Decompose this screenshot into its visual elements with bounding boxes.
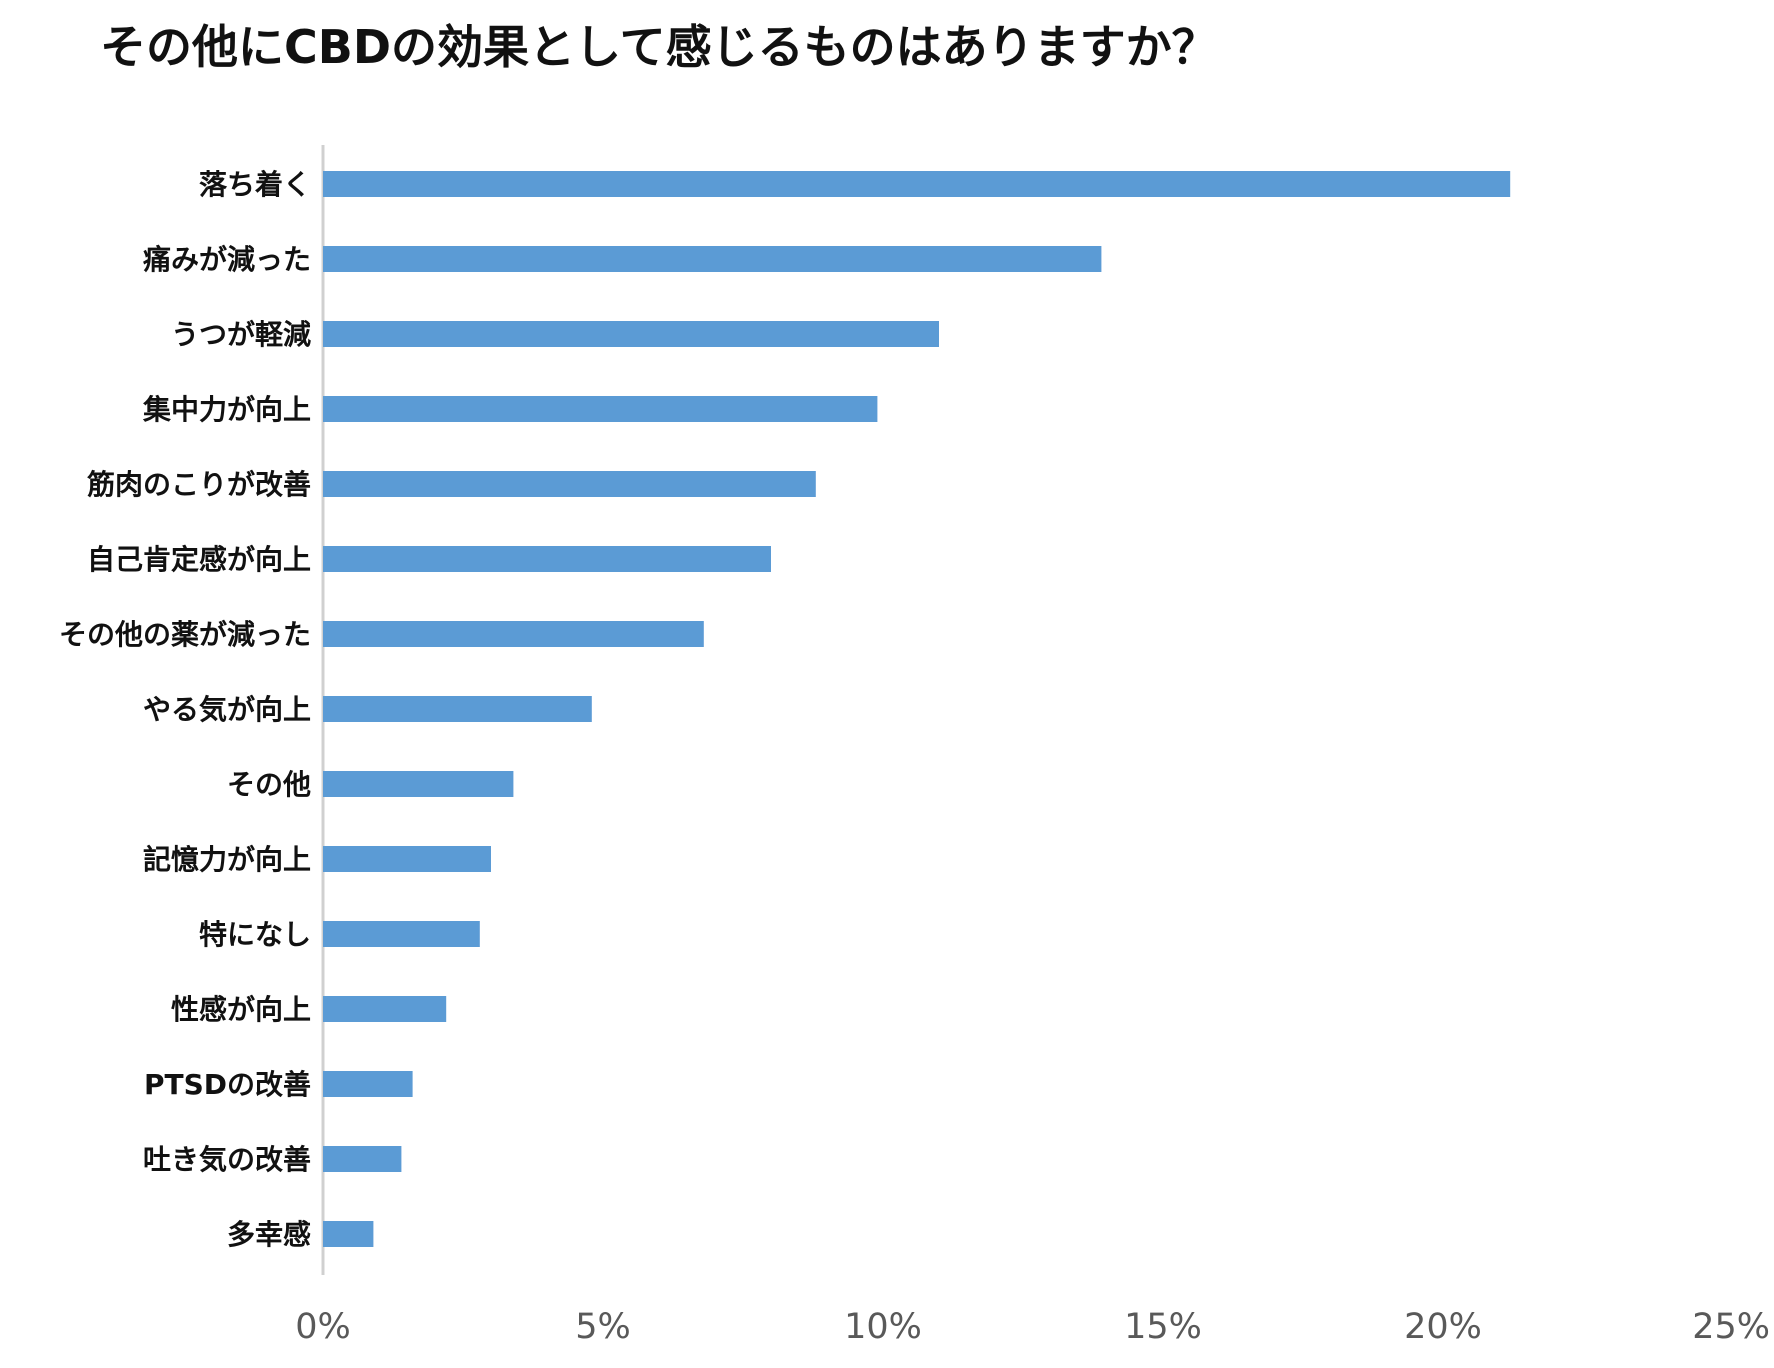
category-label: 性感が向上 bbox=[171, 993, 311, 1026]
category-label: 筋肉のこりが改善 bbox=[87, 468, 311, 501]
category-label: 記憶力が向上 bbox=[143, 843, 311, 876]
bar bbox=[323, 846, 491, 872]
x-tick-label: 0% bbox=[295, 1307, 351, 1347]
bar bbox=[323, 546, 771, 572]
bar bbox=[323, 396, 878, 422]
category-label: 吐き気の改善 bbox=[143, 1143, 311, 1176]
category-label: PTSDの改善 bbox=[144, 1068, 311, 1101]
category-labels: 落ち着く痛みが減ったうつが軽減集中力が向上筋肉のこりが改善自己肯定感が向上その他… bbox=[59, 168, 311, 1251]
chart-title: その他にCBDの効果として感じるものはありますか？ bbox=[100, 20, 1218, 74]
x-axis-tick-labels: 0% 5% 10% 15% 20% 25% bbox=[295, 1307, 1770, 1347]
category-label: その他の薬が減った bbox=[59, 618, 311, 651]
bar bbox=[323, 471, 816, 497]
bar bbox=[323, 1221, 374, 1247]
x-tick-label: 25% bbox=[1692, 1307, 1770, 1347]
bar bbox=[323, 996, 447, 1022]
category-label: 集中力が向上 bbox=[142, 393, 311, 426]
bar bbox=[323, 696, 592, 722]
bar bbox=[323, 1071, 413, 1097]
bars-layer bbox=[323, 171, 1511, 1247]
x-tick-label: 5% bbox=[575, 1307, 631, 1347]
category-label: その他 bbox=[227, 768, 311, 801]
category-label: やる気が向上 bbox=[143, 693, 311, 726]
bar bbox=[323, 771, 514, 797]
category-label: 落ち着く bbox=[199, 168, 311, 201]
x-tick-label: 10% bbox=[844, 1307, 922, 1347]
x-tick-label: 20% bbox=[1404, 1307, 1482, 1347]
x-tick-label: 15% bbox=[1124, 1307, 1202, 1347]
bar bbox=[323, 621, 704, 647]
bar bbox=[323, 246, 1102, 272]
category-label: 自己肯定感が向上 bbox=[87, 543, 311, 576]
bar bbox=[323, 171, 1511, 197]
category-label: 多幸感 bbox=[227, 1218, 311, 1251]
bar bbox=[323, 321, 939, 347]
category-label: うつが軽減 bbox=[171, 318, 311, 351]
bar bbox=[323, 921, 480, 947]
category-label: 痛みが減った bbox=[143, 243, 311, 276]
category-label: 特になし bbox=[199, 918, 311, 951]
bar bbox=[323, 1146, 402, 1172]
